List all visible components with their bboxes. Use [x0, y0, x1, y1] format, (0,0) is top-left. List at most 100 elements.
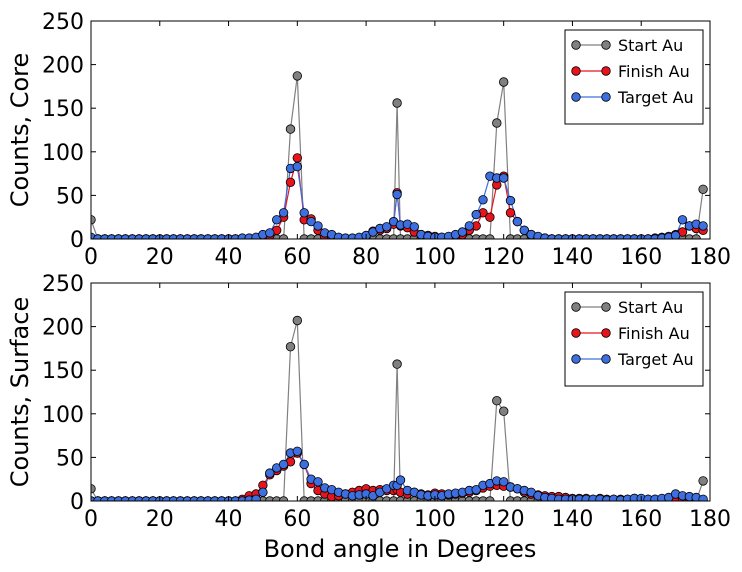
data-point: [113, 496, 124, 501]
data-point: [313, 496, 323, 501]
data-point: [382, 222, 392, 232]
data-point: [471, 209, 481, 220]
data-point: [499, 77, 509, 87]
data-point: [278, 459, 289, 470]
y-tick-label: 250: [42, 10, 84, 35]
data-point: [492, 396, 502, 406]
data-point: [127, 496, 137, 501]
core-panel: 0 20 40 60 80 100 120 140 160 180 0 50 100 150 200 250 C…: [6, 10, 731, 270]
data-point: [258, 487, 268, 498]
data-point: [392, 98, 402, 108]
data-point: [306, 216, 316, 227]
y-tick-label: 200: [42, 54, 84, 79]
data-point: [698, 184, 708, 195]
data-point: [292, 153, 303, 163]
data-point: [698, 476, 708, 486]
plot-area: [91, 315, 708, 501]
x-tick-label: 60: [283, 507, 311, 532]
data-point: [272, 215, 282, 225]
data-point: [698, 221, 708, 231]
data-point: [478, 496, 488, 501]
data-point: [265, 468, 275, 478]
x-tick-label: 20: [146, 507, 174, 532]
data-point: [478, 195, 488, 205]
x-tick-label: 120: [483, 245, 525, 270]
data-point: [292, 446, 303, 457]
data-point: [499, 477, 509, 487]
data-point: [505, 496, 516, 501]
data-point: [292, 161, 303, 172]
data-point: [134, 496, 144, 501]
x-tick-label: 180: [689, 507, 731, 532]
data-point: [505, 208, 516, 218]
legend: Start Au Finish Au Target Au: [564, 29, 704, 125]
legend-label: Target Au: [617, 350, 694, 369]
surface-panel: 0 20 40 60 80 100 120 140 160 180 0 50 100 150 200 250 C…: [6, 272, 731, 532]
data-point: [392, 359, 402, 369]
data-point: [499, 406, 509, 416]
x-tick-label: 120: [483, 507, 525, 532]
data-point: [292, 71, 303, 81]
data-point: [285, 342, 296, 352]
legend-label: Start Au: [618, 298, 683, 317]
data-point: [698, 494, 708, 501]
data-point: [196, 496, 206, 501]
data-point: [512, 496, 523, 501]
data-point: [93, 496, 103, 501]
data-point: [91, 484, 96, 494]
y-tick-label: 0: [70, 228, 84, 253]
data-point: [265, 496, 275, 501]
data-point: [485, 212, 495, 222]
legend-label: Start Au: [618, 36, 683, 55]
data-point: [512, 216, 523, 227]
x-tick-label: 100: [414, 507, 456, 532]
data-point: [106, 496, 117, 501]
data-point: [492, 118, 502, 128]
data-point: [313, 221, 323, 231]
plot-frame: [90, 282, 711, 502]
x-tick-label: 20: [146, 245, 174, 270]
data-point: [148, 496, 158, 501]
x-tick-label: 0: [84, 507, 98, 532]
data-point: [285, 124, 296, 134]
y-tick-label: 100: [42, 141, 84, 166]
y-tick-label: 150: [42, 97, 84, 122]
data-point: [189, 496, 199, 501]
data-point: [265, 228, 275, 238]
y-tick-label: 150: [42, 359, 84, 384]
x-axis-label: Bond angle in Degrees: [264, 535, 537, 563]
data-point: [382, 496, 392, 501]
legend-label: Finish Au: [618, 324, 690, 343]
data-point: [677, 215, 688, 225]
y-tick-label: 200: [42, 316, 84, 341]
data-point: [409, 222, 420, 232]
x-tick-label: 100: [414, 245, 456, 270]
data-point: [299, 496, 309, 501]
data-point: [237, 496, 247, 501]
data-point: [182, 496, 192, 501]
data-point: [471, 485, 481, 495]
x-tick-label: 40: [215, 507, 243, 532]
x-tick-label: 140: [551, 245, 593, 270]
data-point: [395, 475, 406, 485]
y-tick-label: 100: [42, 403, 84, 428]
x-tick-label: 160: [620, 507, 662, 532]
y-tick-label: 50: [56, 184, 84, 209]
data-point: [299, 208, 309, 218]
x-tick-label: 80: [352, 507, 380, 532]
data-point: [457, 227, 468, 237]
data-point: [91, 215, 96, 225]
data-point: [120, 496, 131, 501]
x-tick-label: 40: [215, 245, 243, 270]
data-point: [168, 496, 179, 501]
y-tick-label: 0: [70, 490, 84, 515]
data-point: [505, 195, 516, 206]
data-point: [392, 189, 402, 200]
data-point: [485, 496, 495, 501]
x-tick-label: 0: [84, 245, 98, 270]
x-tick-label: 80: [352, 245, 380, 270]
data-point: [230, 496, 241, 501]
data-point: [464, 221, 475, 231]
plot-area: [91, 71, 708, 239]
